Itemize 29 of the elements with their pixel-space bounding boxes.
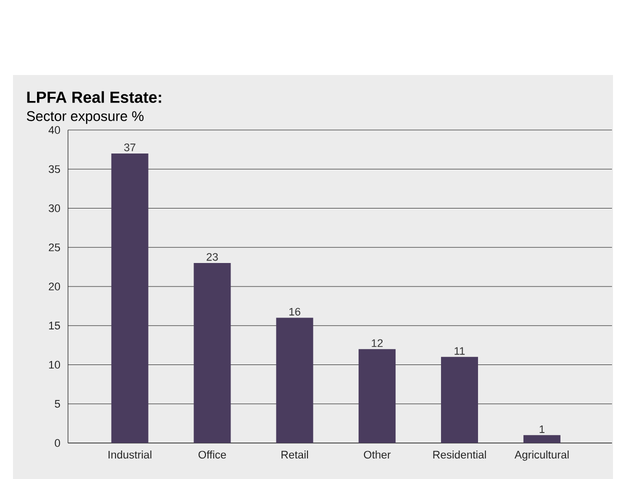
- x-tick-label: Industrial: [108, 450, 152, 459]
- y-tick-label: 10: [49, 360, 60, 369]
- y-tick-label: 15: [49, 322, 60, 330]
- y-tick-label: 25: [48, 244, 60, 252]
- bar: [441, 356, 478, 443]
- data-label: 12: [372, 339, 383, 347]
- chart-subtitle: Sector exposure %: [26, 111, 144, 124]
- data-label: 16: [289, 308, 300, 316]
- x-tick-label: Retail: [282, 450, 308, 459]
- y-tick-label: 5: [54, 400, 60, 408]
- y-tick-label: 35: [48, 165, 60, 174]
- bar: [523, 435, 560, 443]
- y-tick-label: 40: [48, 126, 60, 134]
- chart-title: LPFA Real Estate:: [27, 91, 162, 103]
- y-tick-label: 30: [48, 204, 60, 212]
- data-label: 11: [454, 347, 465, 355]
- data-label: 23: [206, 253, 218, 261]
- y-tick-label: 20: [48, 282, 60, 290]
- data-label: 37: [124, 144, 136, 152]
- data-label: 1: [540, 425, 544, 433]
- x-tick-label: Residential: [433, 450, 486, 459]
- x-tick-label: Office: [198, 450, 226, 459]
- bar: [276, 318, 314, 443]
- bar: [111, 153, 148, 443]
- bar: [194, 263, 231, 443]
- y-tick-label: 0: [54, 439, 60, 447]
- bar: [358, 349, 396, 443]
- x-tick-label: Agricultural: [514, 450, 569, 461]
- x-tick-label: Other: [364, 450, 391, 459]
